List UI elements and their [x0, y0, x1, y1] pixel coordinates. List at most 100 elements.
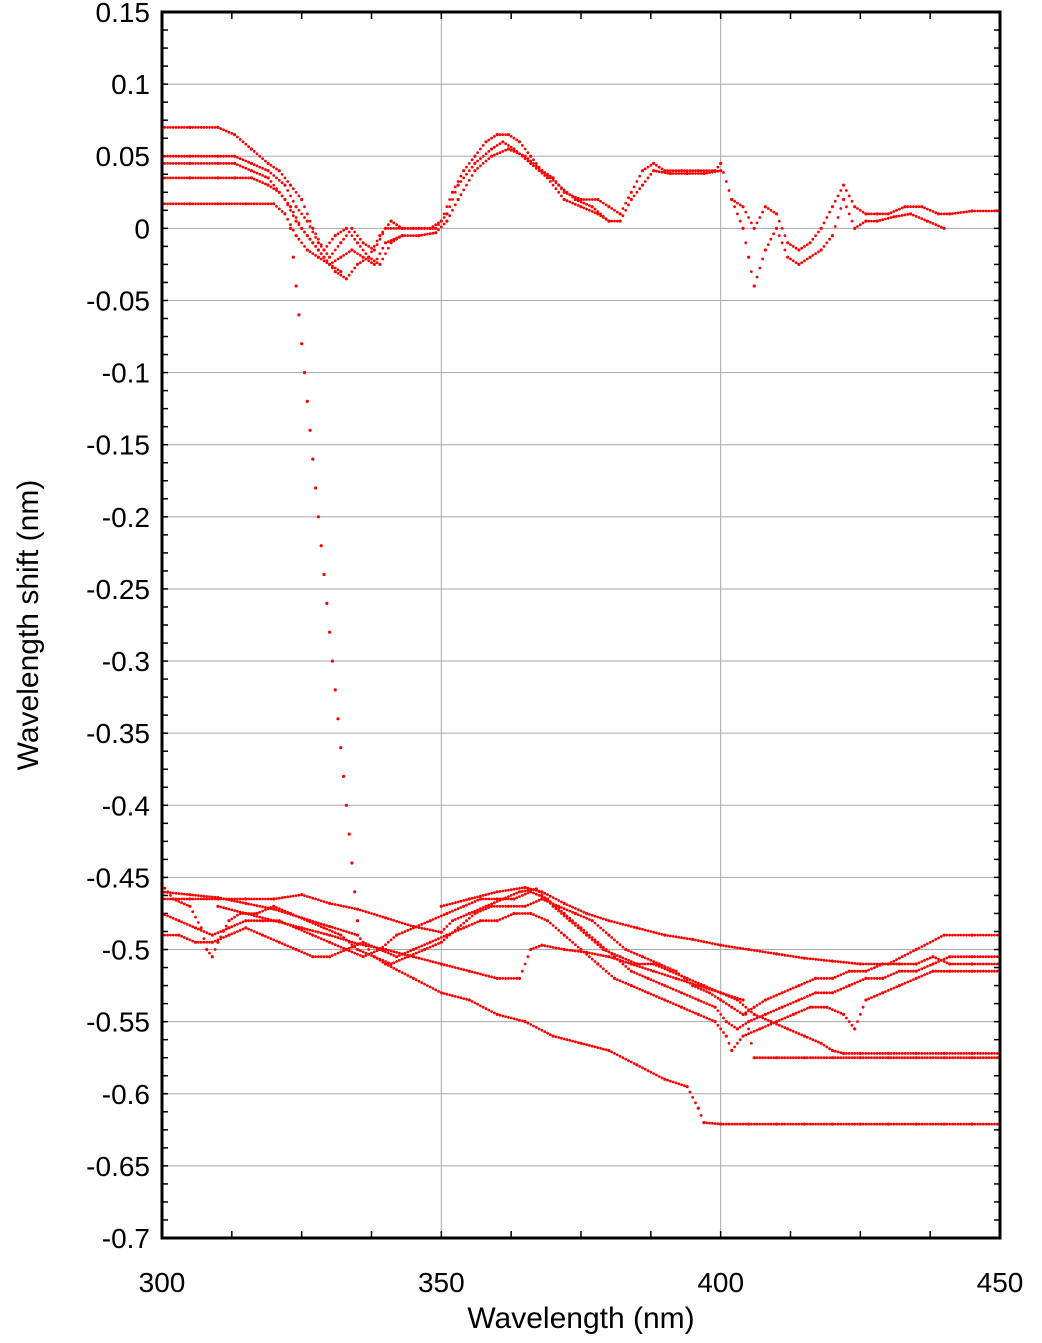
data-point — [601, 928, 605, 932]
data-point — [579, 950, 583, 954]
data-point — [199, 202, 203, 206]
data-point — [180, 920, 184, 924]
data-point — [426, 920, 429, 924]
data-point — [205, 931, 209, 935]
data-point — [825, 1005, 829, 1009]
data-point — [649, 962, 653, 966]
data-point — [934, 961, 938, 965]
data-point — [875, 212, 879, 216]
data-point — [984, 1052, 988, 1055]
data-point — [842, 1122, 845, 1126]
data-point — [937, 936, 940, 940]
data-point — [395, 960, 398, 963]
data-point — [423, 958, 426, 961]
data-point — [509, 904, 513, 908]
data-point — [847, 194, 851, 198]
data-point — [618, 943, 622, 947]
data-point — [621, 207, 625, 210]
data-point — [909, 1056, 912, 1060]
data-point — [398, 958, 401, 962]
data-point — [825, 216, 829, 219]
data-point — [912, 978, 915, 981]
data-point — [462, 169, 466, 173]
data-point — [839, 1011, 843, 1015]
data-point — [532, 901, 535, 905]
data-point — [576, 924, 580, 927]
data-point — [635, 964, 639, 968]
data-point — [593, 952, 597, 956]
data-point — [434, 961, 438, 964]
data-point — [560, 931, 563, 935]
data-point — [973, 1122, 977, 1126]
data-point — [993, 962, 996, 966]
data-point — [473, 896, 477, 899]
data-point — [627, 967, 630, 971]
data-point — [495, 1012, 499, 1017]
data-point — [674, 972, 678, 975]
data-point — [677, 977, 681, 981]
data-point — [264, 906, 267, 909]
data-point — [811, 237, 815, 241]
data-point — [596, 915, 600, 919]
data-point — [660, 966, 664, 969]
data-point — [543, 174, 547, 177]
data-point — [733, 1045, 736, 1049]
data-point — [688, 1090, 692, 1094]
data-point — [892, 210, 896, 213]
data-point — [515, 912, 519, 915]
data-point — [917, 975, 921, 979]
y-tick-label: 0.1 — [111, 69, 150, 100]
data-point — [836, 1056, 840, 1060]
data-point — [518, 1018, 521, 1022]
data-point — [632, 185, 636, 189]
data-point — [448, 902, 452, 906]
data-point — [995, 962, 999, 966]
y-tick-label: -0.55 — [86, 1007, 150, 1038]
data-point — [833, 960, 837, 963]
data-point — [196, 176, 200, 180]
data-point — [845, 985, 848, 989]
data-point — [839, 973, 843, 977]
data-point — [666, 1078, 669, 1082]
data-point — [856, 207, 859, 210]
data-point — [791, 1029, 795, 1033]
data-point — [358, 954, 362, 957]
data-point — [817, 250, 820, 254]
data-point — [752, 1029, 756, 1033]
data-point — [956, 933, 960, 937]
data-point — [171, 154, 175, 158]
data-point — [177, 154, 181, 158]
data-point — [238, 176, 242, 180]
data-point — [722, 992, 725, 996]
data-point — [903, 1056, 907, 1060]
data-point — [261, 174, 264, 177]
data-point — [194, 915, 197, 919]
data-point — [355, 241, 360, 245]
data-point — [736, 201, 739, 205]
data-point — [163, 890, 167, 894]
data-point — [585, 1043, 588, 1047]
data-point — [599, 953, 602, 957]
data-point — [593, 1045, 597, 1049]
data-point — [574, 949, 577, 953]
data-point — [719, 998, 723, 1002]
data-point — [252, 914, 256, 917]
data-point — [979, 933, 982, 937]
data-point — [451, 198, 454, 201]
data-point — [439, 962, 443, 966]
data-point — [445, 925, 449, 928]
data-point — [845, 961, 848, 964]
data-point — [205, 126, 209, 129]
data-point — [909, 205, 912, 209]
data-point — [185, 922, 189, 926]
data-point — [828, 1122, 831, 1126]
data-point — [224, 162, 228, 165]
data-point — [250, 919, 253, 923]
data-point — [238, 910, 242, 914]
data-point — [548, 945, 552, 949]
data-point — [750, 270, 753, 273]
data-point — [534, 900, 538, 903]
data-point — [534, 892, 538, 896]
data-point — [934, 969, 938, 973]
data-point — [546, 899, 549, 902]
